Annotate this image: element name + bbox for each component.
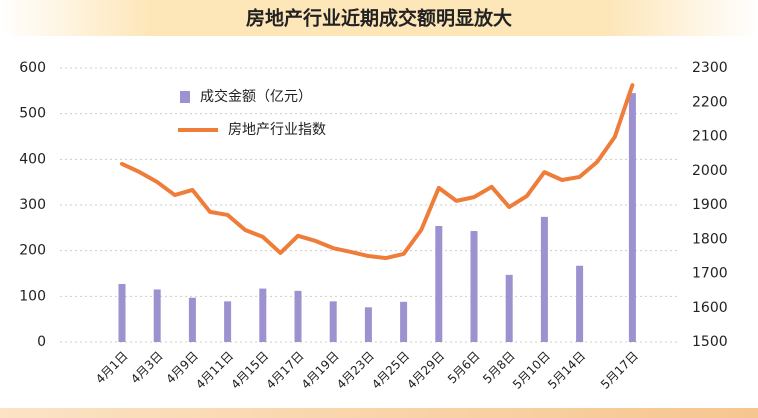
x-tick-label: 4月1日 [93, 349, 131, 387]
x-tick-label: 4月29日 [404, 349, 447, 392]
y2-tick-label: 2300 [692, 60, 728, 76]
bar [576, 265, 584, 342]
x-tick-label: 4月11日 [193, 349, 236, 392]
y2-tick-label: 1700 [692, 266, 728, 282]
bar [329, 301, 337, 342]
index-line [120, 83, 635, 261]
title-banner [0, 0, 758, 36]
x-tick-label: 5月10日 [510, 349, 553, 392]
legend-label: 成交金额（亿元） [200, 88, 312, 105]
footer-band [0, 408, 758, 418]
chart-title: 房地产行业近期成交额明显放大 [246, 7, 512, 30]
y-tick-label: 100 [19, 288, 46, 304]
bar [118, 284, 126, 342]
legend-swatch [180, 91, 190, 103]
bar [435, 226, 443, 342]
x-tick-label: 5月6日 [445, 349, 483, 387]
y2-tick-label: 1800 [692, 231, 728, 247]
x-tick-label: 4月3日 [128, 349, 166, 387]
y2-tick-label: 2100 [692, 129, 728, 145]
y-tick-label: 500 [19, 106, 46, 122]
bar [505, 274, 513, 342]
x-tick-label: 4月15日 [228, 349, 271, 392]
x-tick-label: 4月17日 [264, 349, 307, 392]
y-tick-label: 300 [19, 197, 46, 213]
x-tick-label: 4月19日 [299, 349, 342, 392]
y-tick-label: 200 [19, 243, 46, 259]
bar [224, 301, 232, 342]
bar [259, 288, 267, 342]
y2-tick-label: 2200 [692, 94, 728, 110]
y-tick-label: 0 [37, 334, 46, 350]
y2-tick-label: 2000 [692, 163, 728, 179]
bar [294, 290, 302, 342]
legend-label: 房地产行业指数 [228, 122, 326, 138]
bar [540, 216, 548, 342]
bar [470, 231, 478, 342]
bar [364, 307, 372, 342]
y2-tick-label: 1600 [692, 300, 728, 316]
x-tick-label: 5月14日 [545, 349, 588, 392]
y2-tick-label: 1900 [692, 197, 728, 213]
x-tick-label: 4月25日 [369, 349, 412, 392]
y-tick-label: 400 [19, 151, 46, 167]
bar [153, 289, 161, 342]
bar [400, 301, 408, 342]
x-tick-label: 4月23日 [334, 349, 377, 392]
bar [628, 93, 636, 342]
x-tick-label: 5月17日 [598, 349, 641, 392]
y2-tick-label: 1500 [692, 334, 728, 350]
bar [188, 297, 196, 342]
y-tick-label: 600 [19, 60, 46, 76]
